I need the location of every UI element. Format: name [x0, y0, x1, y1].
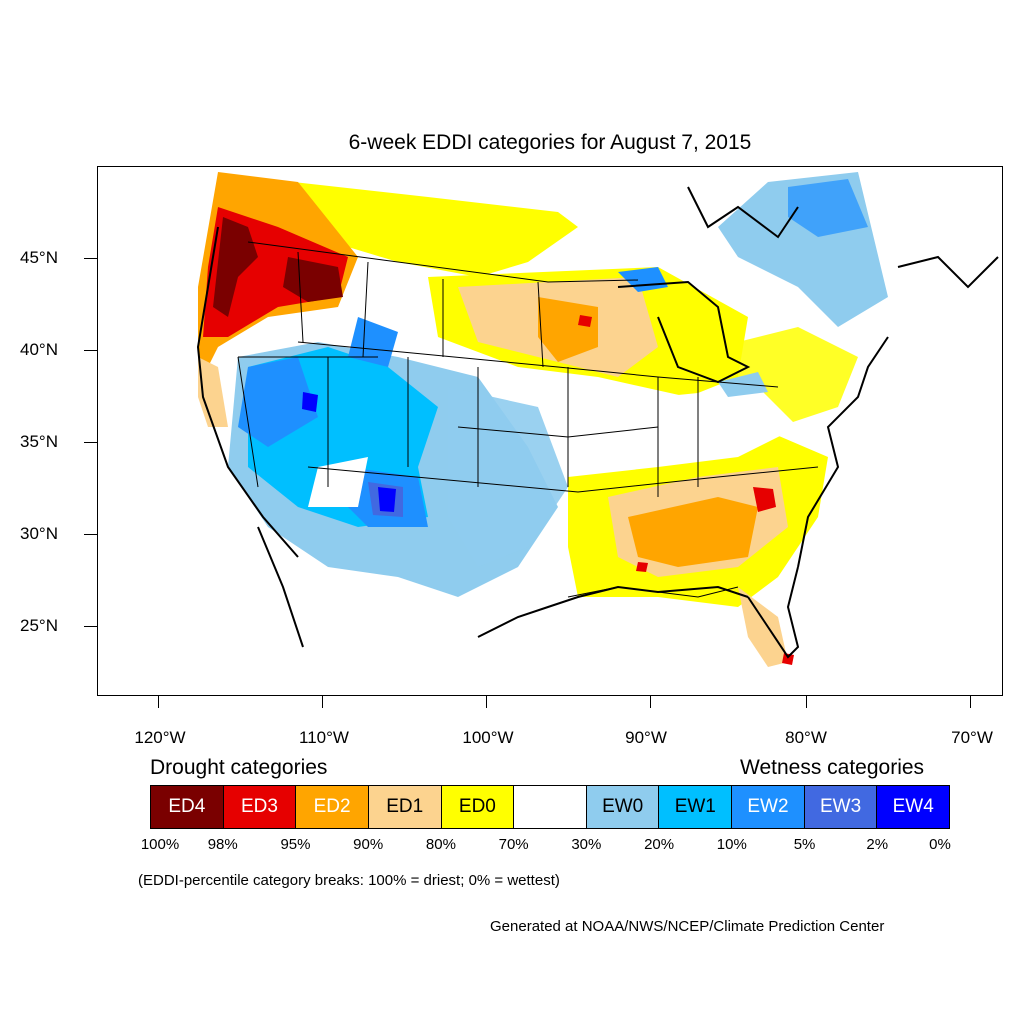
lat-tick-35	[84, 442, 97, 443]
lon-tick-80	[806, 696, 807, 708]
northern-drought	[248, 177, 578, 277]
lon-label-100: 100°W	[462, 728, 514, 747]
credit-line: Generated at NOAA/NWS/NCEP/Climate Predi…	[490, 918, 885, 935]
percent-break-label: 30%	[571, 836, 602, 853]
midwest-lines	[407, 357, 699, 497]
lat-tick-30	[84, 534, 97, 535]
lon-tick-110	[322, 696, 323, 708]
wy-ew2	[348, 317, 398, 367]
coastlines	[196, 186, 999, 659]
lat-tick-40	[84, 350, 97, 351]
lon-label-120: 120°W	[134, 728, 186, 747]
lon-tick-70	[970, 696, 971, 708]
florida-coast	[747, 566, 800, 659]
lon-label-90: 90°W	[625, 728, 667, 747]
nova-scotia-shore	[897, 255, 999, 289]
lat-label-40: 40°N	[20, 340, 58, 359]
percent-break-label: 100%	[140, 836, 180, 853]
west-lines	[237, 356, 378, 488]
percent-break-label: 80%	[425, 836, 456, 853]
carolina-ed3	[753, 487, 776, 512]
lon-label-110: 110°W	[299, 728, 349, 747]
category-note: (EDDI-percentile category breaks: 100% =…	[138, 872, 560, 889]
legend-box-ed4: ED4	[151, 786, 224, 828]
eddi-map	[97, 166, 1003, 696]
nm-ew4	[378, 487, 396, 512]
lon-label-70: 70°W	[951, 728, 993, 747]
gulf-ed3	[636, 562, 648, 572]
southeast-ed2	[628, 497, 758, 567]
florida-ed1	[738, 587, 788, 667]
nv-ew4	[302, 392, 318, 412]
percent-break-label: 20%	[644, 836, 675, 853]
legend-box-ed1: ED1	[368, 786, 442, 828]
lat-tick-25	[84, 626, 97, 627]
west-ew2	[238, 357, 318, 447]
lat-label-45: 45°N	[20, 248, 58, 267]
pacific-coast	[196, 226, 299, 558]
drought-heading: Drought categories	[150, 756, 328, 779]
white-pocket	[308, 457, 368, 507]
mn-ed2	[538, 297, 598, 362]
percent-break-label: 10%	[716, 836, 747, 853]
legend-box-ed3: ED3	[223, 786, 297, 828]
percent-break-label: 5%	[793, 836, 816, 853]
wetness-heading: Wetness categories	[740, 756, 925, 779]
percent-break-label: 90%	[353, 836, 384, 853]
pnw-ed4	[213, 217, 258, 317]
lat-label-25: 25°N	[20, 616, 58, 635]
percent-break-label: 70%	[498, 836, 529, 853]
north-plains-lines	[297, 251, 544, 368]
legend-box-neutral	[514, 786, 587, 828]
legend-box-ew1: EW1	[659, 786, 733, 828]
quebec-wet-core	[788, 179, 868, 237]
percent-break-label: 95%	[280, 836, 311, 853]
lon-tick-120	[158, 696, 159, 708]
legend-box-ed0: ED0	[441, 786, 515, 828]
gulf-coast	[477, 585, 749, 638]
canada-border	[247, 241, 639, 283]
boundaries	[237, 241, 819, 598]
legend-box-ew3: EW3	[804, 786, 878, 828]
eddi-map-canvas	[196, 172, 999, 687]
atlantic-coast	[797, 336, 889, 568]
percent-break-label: 2%	[866, 836, 889, 853]
percent-break-label: 98%	[207, 836, 238, 853]
baja-coast	[257, 526, 304, 648]
category-legend: ED4 ED3 ED2 ED1 ED0 EW0 EW1 EW2 EW3 EW4	[150, 785, 950, 829]
coast-ed1	[198, 357, 228, 427]
great-lakes	[617, 280, 751, 384]
lon-label-80: 80°W	[785, 728, 827, 747]
idaho-ed4	[283, 257, 343, 302]
legend-box-ew2: EW2	[732, 786, 805, 828]
mn-ed3	[578, 315, 592, 327]
florida-ed3	[782, 653, 794, 665]
lon-tick-90	[650, 696, 651, 708]
legend-box-ew4: EW4	[877, 786, 950, 828]
legend-box-ew0: EW0	[586, 786, 660, 828]
lat-tick-45	[84, 258, 97, 259]
hudson-bay-shore	[687, 186, 799, 239]
lon-tick-100	[486, 696, 487, 708]
lat-label-35: 35°N	[20, 432, 58, 451]
lat-label-30: 30°N	[20, 524, 58, 543]
great-lakes-ew2	[618, 267, 668, 292]
legend-box-ed2: ED2	[296, 786, 369, 828]
map-title: 6-week EDDI categories for August 7, 201…	[348, 131, 752, 154]
percent-break-label: 0%	[929, 836, 951, 853]
